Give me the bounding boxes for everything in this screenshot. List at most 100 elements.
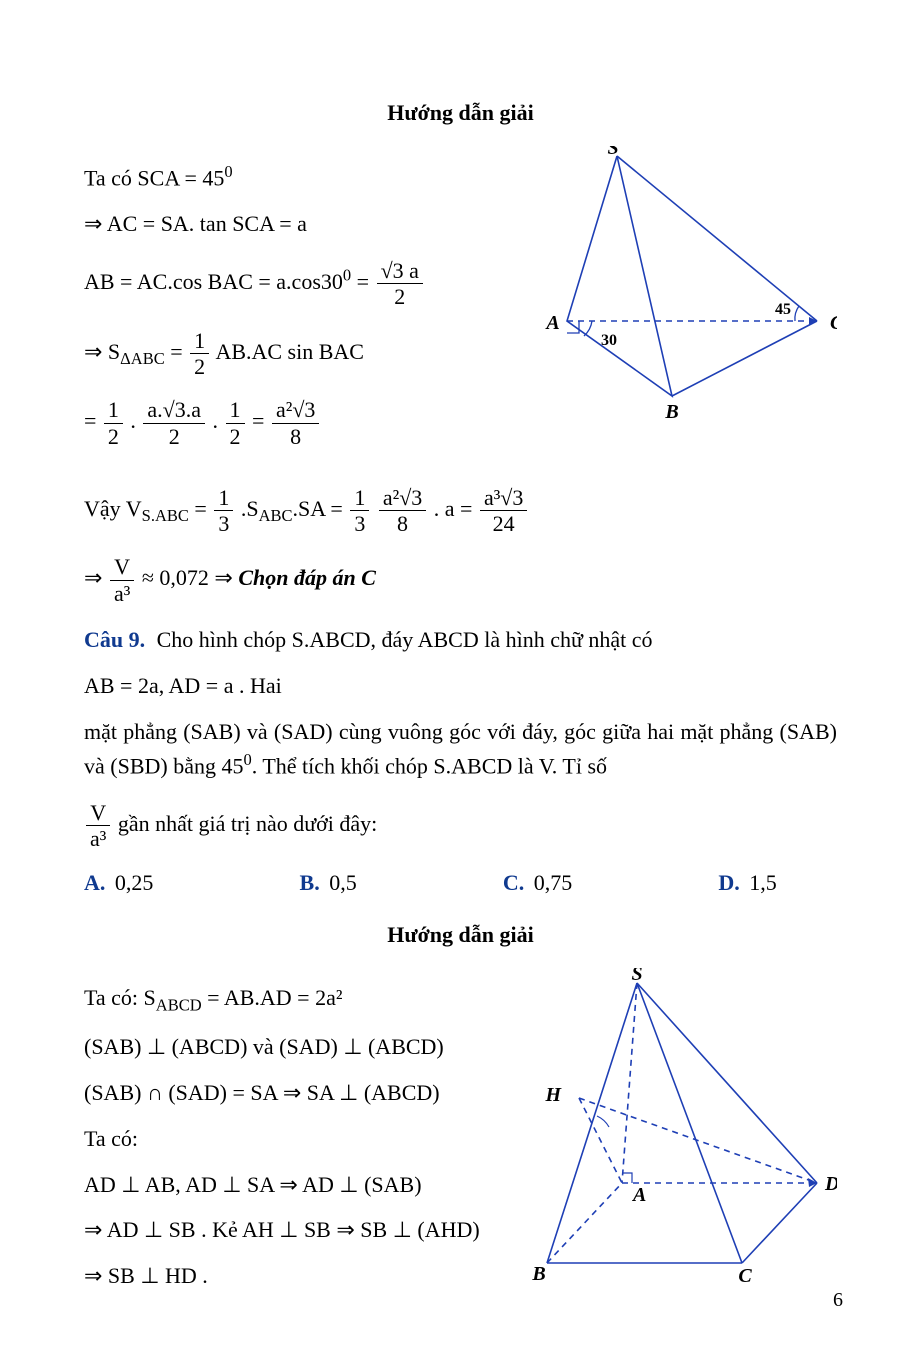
q9-opt-b-val: 0,5 bbox=[329, 870, 357, 895]
sol2-l3: (SAB) ∩ (SAD) = SA ⇒ SA ⊥ (ABCD) bbox=[84, 1077, 499, 1109]
sol1-l4-f1d: 2 bbox=[190, 354, 209, 379]
fig2-lbl-h: H bbox=[544, 1084, 562, 1106]
sol2-l1: Ta có: SABCD = AB.AD = 2a² bbox=[84, 982, 499, 1017]
sol1-l5-f3d: 2 bbox=[226, 424, 245, 449]
sol1-l6-sub: S.ABC bbox=[142, 506, 189, 525]
q9-t3: gần nhất giá trị nào dưới đây: bbox=[118, 811, 377, 836]
sol2-l1-sub: ABCD bbox=[156, 995, 202, 1014]
q9-opt-c-label: C. bbox=[503, 870, 524, 895]
sol1-l6-d2: .SA = bbox=[293, 496, 349, 521]
sol1-line2: ⇒ AC = SA. tan SCA = a bbox=[84, 208, 525, 240]
fig1-a45: 45 bbox=[775, 301, 791, 318]
fig1-bc bbox=[672, 321, 817, 396]
q9-line3: V a³ gần nhất giá trị nào dưới đây: bbox=[84, 800, 837, 852]
sol1-l5-f1d: 2 bbox=[104, 424, 123, 449]
fig2-lbl-b: B bbox=[531, 1263, 545, 1285]
sol1-l3-frac: √3 a 2 bbox=[377, 258, 423, 310]
q9-opt-a-label: A. bbox=[84, 870, 105, 895]
figure2: S H A B C D bbox=[517, 968, 837, 1288]
sol1-l5-f2d: 2 bbox=[143, 424, 205, 449]
q9-line2: mặt phẳng (SAB) và (SAD) cùng vuông góc … bbox=[84, 716, 837, 782]
q9-opt-d: D. 1,5 bbox=[718, 870, 776, 896]
sol1-l1-sup: 0 bbox=[224, 162, 232, 181]
solution2-block: Ta có: SABCD = AB.AD = 2a² (SAB) ⊥ (ABCD… bbox=[84, 968, 837, 1307]
q9-t2b: . Thể tích khối chóp S.ABCD là V. Tỉ số bbox=[252, 753, 607, 778]
fig2-sa bbox=[622, 983, 637, 1183]
sol1-l3-pre: AB = AC.cos BAC = a.cos30 bbox=[84, 269, 343, 294]
sol1-l6-f4n: a³√3 bbox=[480, 485, 527, 511]
sol2-l2: (SAB) ⊥ (ABCD) và (SAD) ⊥ (ABCD) bbox=[84, 1031, 499, 1063]
sol1-l6-mid: = bbox=[189, 496, 212, 521]
fig2-lbl-c: C bbox=[738, 1265, 752, 1287]
sol1-l6-f1: 13 bbox=[214, 485, 233, 537]
sol1-l7-f1n: V bbox=[110, 554, 134, 580]
sol1-l7-ans: Chọn đáp án C bbox=[238, 565, 376, 590]
page-container: Hướng dẫn giải Ta có SCA = 450 ⇒ AC = SA… bbox=[0, 0, 907, 1366]
sol1-l5-f1n: 1 bbox=[104, 397, 123, 423]
solution-title-1: Hướng dẫn giải bbox=[84, 100, 837, 126]
figure1-svg: S A B C 30 45 bbox=[537, 146, 837, 426]
sol1-line4: ⇒ SΔABC = 1 2 AB.AC sin BAC bbox=[84, 328, 525, 380]
sol1-l5-d2: . bbox=[213, 408, 224, 433]
q9-frac-d: a³ bbox=[86, 826, 110, 851]
fig2-sb bbox=[547, 983, 637, 1263]
fig2-lbl-a: A bbox=[631, 1184, 646, 1206]
sol1-l6-d3: . a = bbox=[434, 496, 478, 521]
sol1-l5-eq: = bbox=[252, 408, 270, 433]
fig1-label-c: C bbox=[830, 312, 837, 334]
fig1-sc bbox=[617, 156, 817, 321]
sol1-l5-f1: 12 bbox=[104, 397, 123, 449]
sol1-l3-eq: = bbox=[351, 269, 374, 294]
q9-opt-b-label: B. bbox=[300, 870, 320, 895]
q9-t1: Cho hình chóp S.ABCD, đáy ABCD là hình c… bbox=[157, 627, 653, 652]
q9-opt-d-label: D. bbox=[718, 870, 739, 895]
sol1-l6-f1n: 1 bbox=[214, 485, 233, 511]
sol1-l4-sub: ΔABC bbox=[120, 349, 165, 368]
fig1-tri-sab bbox=[567, 156, 672, 396]
sol2-l4: Ta có: bbox=[84, 1123, 499, 1155]
sol1-l6-f3: a²√38 bbox=[379, 485, 426, 537]
sol1-l5-f4: a²√38 bbox=[272, 397, 319, 449]
q9-label: Câu 9. bbox=[84, 627, 145, 652]
fig2-lbl-s: S bbox=[631, 968, 642, 985]
sol1-l4-post: AB.AC sin BAC bbox=[215, 339, 364, 364]
sol1-l6-d1: .S bbox=[241, 496, 259, 521]
sol1-l5-f3n: 1 bbox=[226, 397, 245, 423]
sol1-l4-pre: ⇒ S bbox=[84, 339, 120, 364]
sol2-l5: AD ⊥ AB, AD ⊥ SA ⇒ AD ⊥ (SAB) bbox=[84, 1169, 499, 1201]
fig1-label-a: A bbox=[544, 312, 559, 334]
sol1-l5-pre: = bbox=[84, 408, 102, 433]
solution2-text: Ta có: SABCD = AB.AD = 2a² (SAB) ⊥ (ABCD… bbox=[84, 968, 499, 1307]
solution1-text: Ta có SCA = 450 ⇒ AC = SA. tan SCA = a A… bbox=[84, 146, 525, 467]
fig2-arrow-d bbox=[808, 1178, 817, 1187]
fig1-a30: 30 bbox=[601, 332, 617, 349]
sol1-l3-num: √3 a bbox=[377, 258, 423, 284]
sol2-l1-pre: Ta có: S bbox=[84, 985, 156, 1010]
sol1-l6-f3n: a²√3 bbox=[379, 485, 426, 511]
q9-line1: Câu 9. Cho hình chóp S.ABCD, đáy ABCD là… bbox=[84, 624, 837, 656]
sol1-l6-f2d: 3 bbox=[350, 511, 369, 536]
sol1-l6-f2: 13 bbox=[350, 485, 369, 537]
sol1-l6-f4d: 24 bbox=[480, 511, 527, 536]
sol1-line1: Ta có SCA = 450 bbox=[84, 160, 525, 194]
q9-t2-sup: 0 bbox=[243, 750, 251, 769]
sol1-l6-f2n: 1 bbox=[350, 485, 369, 511]
sol1-l4-f1n: 1 bbox=[190, 328, 209, 354]
sol1-l5-f3: 12 bbox=[226, 397, 245, 449]
fig2-right-a bbox=[622, 1173, 632, 1183]
fig2-lbl-d: D bbox=[824, 1173, 837, 1195]
sol1-l6-pre: Vậy V bbox=[84, 496, 142, 521]
sol1-l4-frac1: 1 2 bbox=[190, 328, 209, 380]
q9-frac: V a³ bbox=[86, 800, 110, 852]
sol1-l5-f2: a.√3.a2 bbox=[143, 397, 205, 449]
fig1-label-b: B bbox=[664, 401, 678, 423]
sol1-l5-f2n: a.√3.a bbox=[143, 397, 205, 423]
sol2-l1-post: = AB.AD = 2a² bbox=[202, 985, 343, 1010]
sol1-line7: ⇒ Va³ ≈ 0,072 ⇒ Chọn đáp án C bbox=[84, 554, 837, 606]
sol1-l7-f1: Va³ bbox=[110, 554, 134, 606]
q9-opt-b: B. 0,5 bbox=[300, 870, 357, 896]
q9-answers: A. 0,25 B. 0,5 C. 0,75 D. 1,5 bbox=[84, 870, 777, 896]
sol1-l3-den: 2 bbox=[377, 284, 423, 309]
fig1-arc45 bbox=[795, 306, 799, 321]
solution-title-2: Hướng dẫn giải bbox=[84, 922, 837, 948]
